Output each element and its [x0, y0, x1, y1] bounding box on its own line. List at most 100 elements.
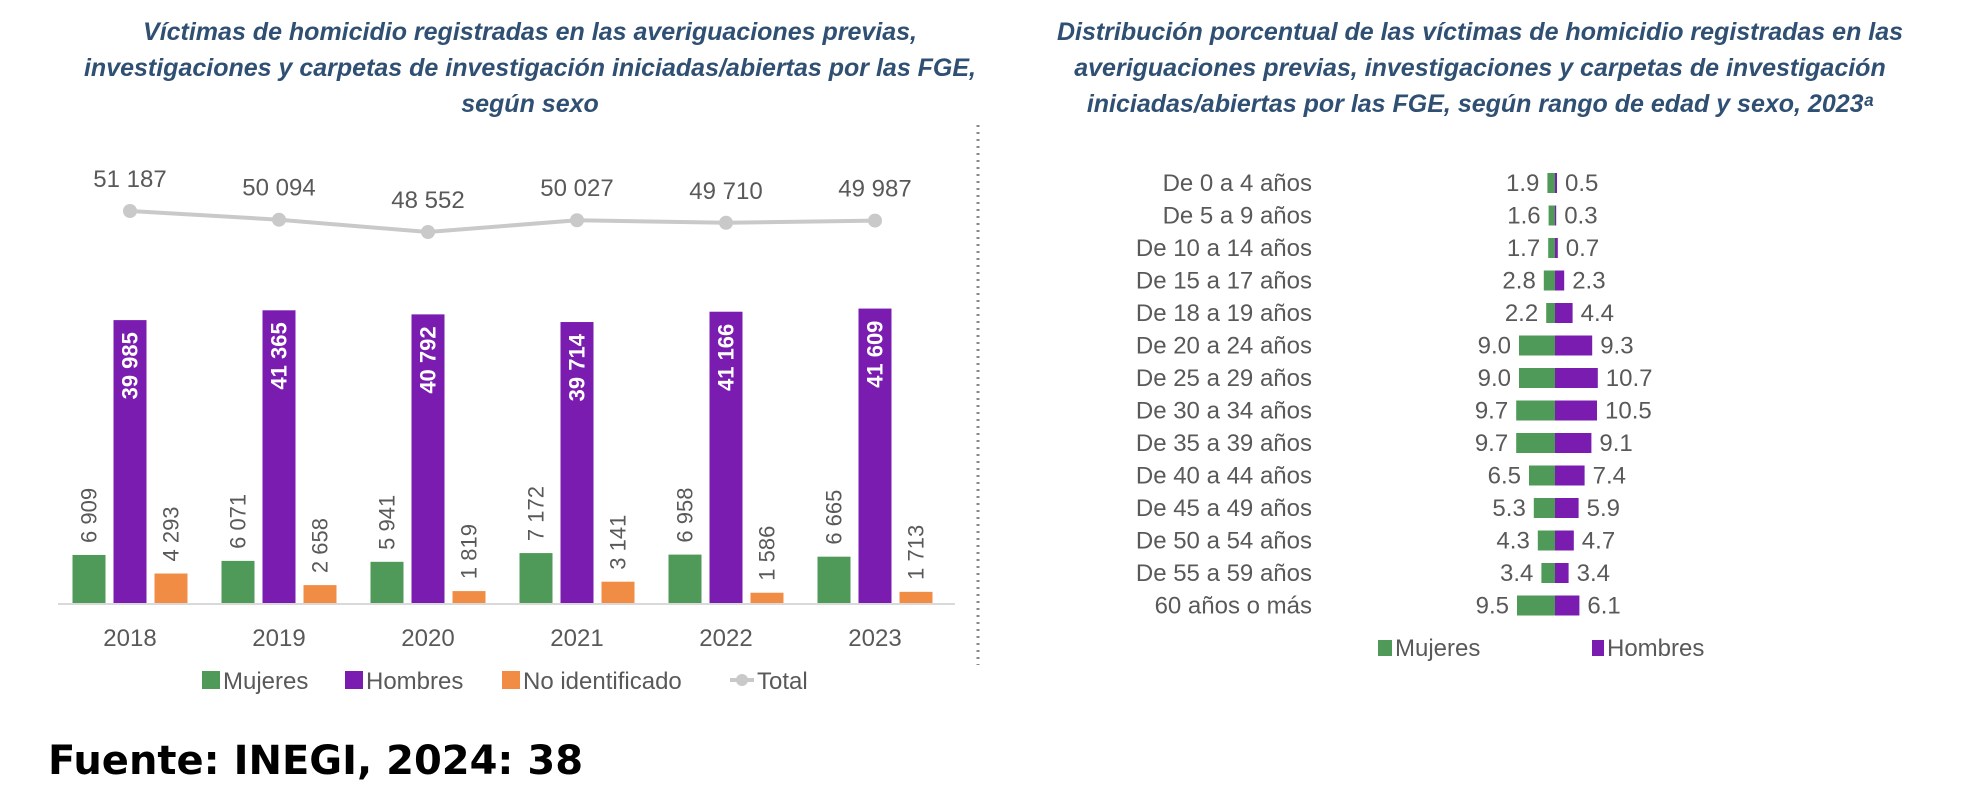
- data-label-mujeres-row-4: 2.2: [1505, 300, 1538, 327]
- bar-mujeres-2023: [817, 556, 851, 604]
- total-label-2018: 51 187: [93, 166, 166, 193]
- bar-mujeres-row-3: [1543, 270, 1555, 291]
- bar-hombres-2023: [858, 308, 892, 604]
- data-label-mujeres-2019: 6 071: [226, 494, 251, 549]
- data-label-hombres-2021: 39 714: [565, 333, 590, 401]
- x-tick-2020: 2020: [401, 625, 454, 652]
- x-tick-2022: 2022: [699, 625, 752, 652]
- data-label-mujeres-row-13: 9.5: [1476, 593, 1509, 620]
- data-label-hombres-2022: 41 166: [714, 324, 739, 391]
- category-label-row-6: De 25 a 29 años: [1136, 365, 1312, 392]
- category-label-row-7: De 30 a 34 años: [1136, 398, 1312, 425]
- data-label-mujeres-row-6: 9.0: [1478, 365, 1511, 392]
- bar-no-identificado-2020: [452, 591, 486, 604]
- bar-mujeres-row-9: [1529, 465, 1555, 486]
- data-label-hombres-2018: 39 985: [118, 332, 143, 399]
- bar-hombres-2018: [113, 320, 147, 604]
- category-label-row-12: De 55 a 59 años: [1136, 560, 1312, 587]
- bar-mujeres-row-10: [1533, 498, 1555, 518]
- data-label-hombres-row-13: 6.1: [1587, 593, 1620, 620]
- data-label-hombres-row-7: 10.5: [1605, 398, 1652, 425]
- data-label-hombres-row-4: 4.4: [1581, 300, 1614, 327]
- bar-hombres-row-1: [1555, 205, 1557, 226]
- x-tick-2018: 2018: [103, 625, 156, 652]
- total-marker-2021: [570, 213, 584, 228]
- bar-hombres-row-4: [1555, 303, 1573, 323]
- data-label-hombres-row-0: 0.5: [1565, 170, 1598, 197]
- bar-hombres-2021: [560, 322, 594, 604]
- category-label-row-9: De 40 a 44 años: [1136, 463, 1312, 490]
- data-label-mujeres-row-7: 9.7: [1475, 398, 1508, 425]
- bar-mujeres-row-6: [1519, 368, 1555, 388]
- bar-hombres-row-0: [1555, 173, 1557, 193]
- legend-swatch-mujeres: [202, 671, 220, 689]
- category-label-row-5: De 20 a 24 años: [1136, 333, 1312, 360]
- bar-mujeres-row-1: [1548, 205, 1555, 226]
- data-label-mujeres-row-3: 2.8: [1502, 268, 1535, 295]
- bar-no-identificado-2022: [750, 592, 784, 604]
- total-label-2019: 50 094: [242, 175, 315, 202]
- bar-mujeres-row-5: [1519, 335, 1555, 356]
- total-marker-2023: [868, 213, 882, 228]
- right-chart-title-mark: ᵃ: [1863, 90, 1874, 118]
- bar-hombres-row-2: [1555, 238, 1558, 258]
- data-label-hombres-row-1: 0.3: [1564, 203, 1597, 230]
- category-label-row-10: De 45 a 49 años: [1136, 495, 1312, 522]
- bar-mujeres-row-11: [1537, 530, 1555, 551]
- data-label-no-identificado-2021: 3 141: [606, 515, 631, 570]
- bar-mujeres-row-7: [1516, 400, 1555, 421]
- total-label-2022: 49 710: [689, 178, 762, 205]
- data-label-hombres-row-5: 9.3: [1600, 333, 1633, 360]
- legend-label-hombres: Hombres: [366, 668, 463, 695]
- bar-mujeres-2018: [72, 554, 106, 604]
- data-label-no-identificado-2018: 4 293: [159, 506, 184, 561]
- bar-hombres-2020: [411, 314, 445, 604]
- data-label-mujeres-2022: 6 958: [673, 488, 698, 543]
- data-label-hombres-row-11: 4.7: [1582, 528, 1615, 555]
- x-tick-2021: 2021: [550, 625, 603, 652]
- left-chart-title: Víctimas de homicidio registradas en las…: [83, 18, 977, 118]
- bar-mujeres-2021: [519, 553, 553, 604]
- x-tick-2019: 2019: [252, 625, 305, 652]
- data-label-hombres-2019: 41 365: [267, 322, 292, 389]
- total-line: [129, 209, 876, 235]
- bar-mujeres-row-4: [1546, 303, 1555, 323]
- total-marker-2020: [421, 225, 435, 239]
- bar-no-identificado-2023: [899, 591, 933, 604]
- category-label-row-3: De 15 a 17 años: [1136, 268, 1312, 295]
- data-label-no-identificado-2020: 1 819: [457, 524, 482, 579]
- data-label-mujeres-row-12: 3.4: [1500, 560, 1533, 587]
- data-label-hombres-row-2: 0.7: [1566, 235, 1599, 262]
- data-label-mujeres-2020: 5 941: [375, 495, 400, 550]
- data-label-mujeres-2023: 6 665: [822, 490, 847, 545]
- legend-swatch-hombres: [345, 671, 363, 689]
- left-bar-chart: 6 909 39 985 4 293 2018 6 071 41 365 2 658 2019…: [58, 166, 955, 695]
- data-label-hombres-row-10: 5.9: [1587, 495, 1620, 522]
- right-chart-title: Distribución porcentual de las víctimas …: [1010, 14, 1950, 122]
- bar-mujeres-row-8: [1516, 433, 1555, 453]
- bar-mujeres-2022: [668, 554, 702, 604]
- bar-hombres-row-10: [1555, 498, 1579, 518]
- category-label-row-13: 60 años o más: [1155, 593, 1312, 620]
- bar-hombres-row-5: [1555, 335, 1593, 356]
- bar-hombres-row-9: [1555, 465, 1585, 486]
- data-label-mujeres-row-5: 9.0: [1478, 333, 1511, 360]
- data-label-hombres-row-3: 2.3: [1572, 268, 1605, 295]
- legend-label-hombres: Hombres: [1607, 635, 1704, 662]
- data-label-mujeres-2021: 7 172: [524, 486, 549, 541]
- legend-label-mujeres: Mujeres: [223, 668, 308, 695]
- data-label-hombres-2023: 41 609: [863, 321, 888, 388]
- legend-label-no-identificado: No identificado: [523, 668, 682, 695]
- total-marker-2018: [123, 204, 137, 218]
- data-label-no-identificado-2019: 2 658: [308, 518, 333, 573]
- bar-hombres-row-12: [1555, 563, 1569, 583]
- data-label-mujeres-row-2: 1.7: [1507, 235, 1540, 262]
- bar-mujeres-row-13: [1517, 595, 1555, 616]
- category-label-row-8: De 35 a 39 años: [1136, 430, 1312, 457]
- category-label-row-2: De 10 a 14 años: [1136, 235, 1312, 262]
- bar-hombres-row-7: [1555, 400, 1597, 421]
- bar-mujeres-row-2: [1548, 238, 1555, 258]
- legend-swatch-no-identificado: [502, 671, 520, 689]
- total-marker-2019: [272, 212, 286, 227]
